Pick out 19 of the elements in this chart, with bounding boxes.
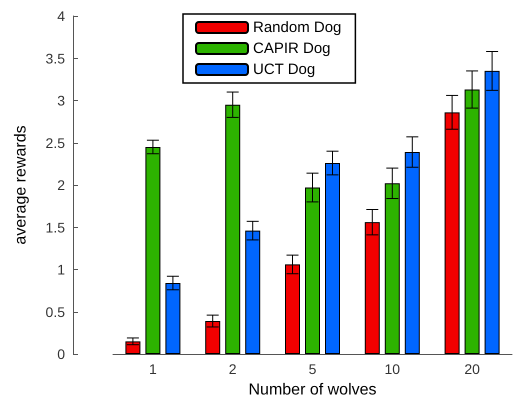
y-tick-label: 0	[57, 346, 66, 362]
legend-label: Random Dog	[253, 19, 342, 36]
y-tick-label: 2.5	[46, 134, 66, 151]
x-tick-label: 10	[384, 361, 400, 377]
y-tick-label: 1.5	[46, 219, 66, 236]
y-axis-title: average rewards	[12, 125, 30, 245]
x-tick-label: 20	[464, 361, 480, 377]
y-tick-label: 4	[57, 8, 66, 24]
y-tick-label: 2	[57, 177, 66, 193]
x-tick-label: 2	[228, 361, 237, 377]
legend-label: UCT Dog	[253, 61, 316, 78]
y-tick-label: 1	[57, 262, 66, 278]
x-tick-label: 1	[149, 361, 157, 377]
legend-label: CAPIR Dog	[253, 40, 331, 57]
y-tick-label: 0.5	[46, 304, 66, 320]
x-axis-title: Number of wolves	[248, 382, 377, 398]
x-tick-label: 5	[308, 361, 317, 377]
y-tick-label: 3	[57, 92, 66, 108]
y-tick-label: 3.5	[46, 50, 66, 66]
